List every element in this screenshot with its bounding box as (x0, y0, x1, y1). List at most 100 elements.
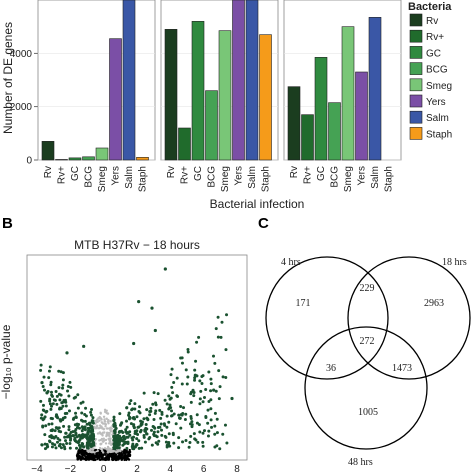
scatter-point (163, 398, 167, 402)
scatter-point (113, 444, 117, 448)
scatter-point (213, 445, 217, 449)
scatter-point (181, 440, 185, 444)
scatter-point (61, 418, 65, 422)
scatter-point (152, 417, 156, 421)
venn-set-label-18hrs: 18 hrs (442, 257, 467, 268)
panel-b-volcano-plot: B MTB H37Rv − 18 hours −log₁₀ p-value −4… (0, 215, 248, 474)
scatter-point (61, 378, 65, 382)
scatter-point (54, 414, 58, 418)
scatter-point (213, 411, 217, 415)
scatter-point (100, 458, 104, 461)
scatter-point (201, 444, 205, 448)
scatter-point (91, 457, 95, 460)
scatter-point (84, 406, 88, 410)
x-tick-label: Salm (124, 166, 135, 189)
scatter-point (49, 407, 53, 411)
scatter-point (71, 417, 75, 421)
scatter-point (207, 400, 211, 404)
scatter-point (131, 438, 135, 442)
scatter-point (215, 431, 219, 435)
legend-swatch (409, 78, 423, 92)
scatter-point (85, 435, 89, 439)
scatter-point (64, 404, 68, 408)
scatter-point (47, 369, 51, 373)
scatter-point (107, 456, 111, 460)
scatter-point (115, 439, 119, 443)
scatter-point (121, 443, 125, 447)
scatter-point (61, 400, 65, 404)
scatter-point (73, 438, 77, 442)
scatter-point (81, 419, 85, 423)
scatter-point (218, 447, 222, 451)
scatter-point (167, 442, 171, 446)
bar-smeg (218, 30, 232, 161)
scatter-point (66, 385, 70, 389)
scatter-point (206, 421, 210, 425)
bar-gc (68, 157, 82, 161)
scatter-point (84, 414, 88, 418)
scatter-point (101, 451, 105, 454)
scatter-point (101, 447, 104, 451)
venn-value-only-18hrs: 2963 (424, 298, 444, 309)
scatter-point (176, 395, 180, 399)
x-tick-label: Staph (138, 166, 149, 192)
scatter-point (128, 433, 132, 437)
scatter-point (144, 426, 148, 430)
venn-set-label-4hrs: 4 hrs (281, 257, 301, 268)
scatter-point (195, 413, 199, 417)
scatter-point (91, 429, 95, 433)
scatter-point (45, 442, 49, 446)
x-tick-label: Yers (234, 166, 245, 186)
scatter-point (58, 398, 62, 402)
scatter-point (82, 344, 86, 348)
scatter-point (40, 443, 44, 447)
x-tick-label: Rv+ (180, 166, 191, 184)
legend-label: Rv (426, 16, 438, 27)
scatter-point (91, 440, 95, 444)
scatter-point (55, 402, 59, 406)
scatter-points (39, 267, 234, 462)
scatter-point (105, 455, 108, 459)
scatter-point (192, 394, 196, 398)
scatter-point (69, 430, 73, 434)
scatter-point (209, 398, 213, 402)
scatter-point (213, 432, 217, 436)
scatter-point (170, 367, 174, 371)
scatter-point (116, 433, 120, 437)
scatter-point (216, 315, 220, 319)
scatter-point (225, 441, 229, 445)
scatter-point (71, 433, 75, 437)
scatter-point (120, 452, 124, 455)
scatter-point (76, 406, 80, 410)
scatter-point (195, 421, 199, 425)
scatter-point (98, 431, 101, 435)
scatter-point (127, 454, 131, 458)
scatter-point (145, 408, 149, 412)
scatter-point (223, 423, 227, 427)
y-axis-label: −log₁₀ p-value (0, 324, 13, 399)
scatter-point (187, 445, 191, 449)
scatter-point (112, 456, 115, 459)
scatter-point (65, 441, 69, 445)
scatter-point (115, 455, 119, 459)
scatter-point (50, 442, 54, 446)
x-tick-label: −2 (65, 464, 77, 474)
scatter-point (106, 412, 110, 415)
scatter-point (51, 402, 55, 406)
scatter-point (50, 394, 54, 398)
scatter-point (108, 442, 111, 445)
scatter-point (49, 383, 53, 387)
bar-salm (122, 0, 136, 161)
scatter-point (39, 399, 43, 403)
scatter-point (110, 450, 113, 454)
scatter-point (150, 443, 154, 447)
legend-label: Salm (426, 113, 449, 124)
scatter-point (230, 396, 234, 401)
scatter-point (43, 415, 47, 419)
scatter-point (108, 433, 111, 437)
scatter-point (87, 426, 91, 430)
scatter-point (132, 341, 136, 346)
x-tick-label: Smeg (220, 166, 231, 192)
scatter-point (174, 422, 178, 426)
scatter-point (129, 399, 133, 403)
